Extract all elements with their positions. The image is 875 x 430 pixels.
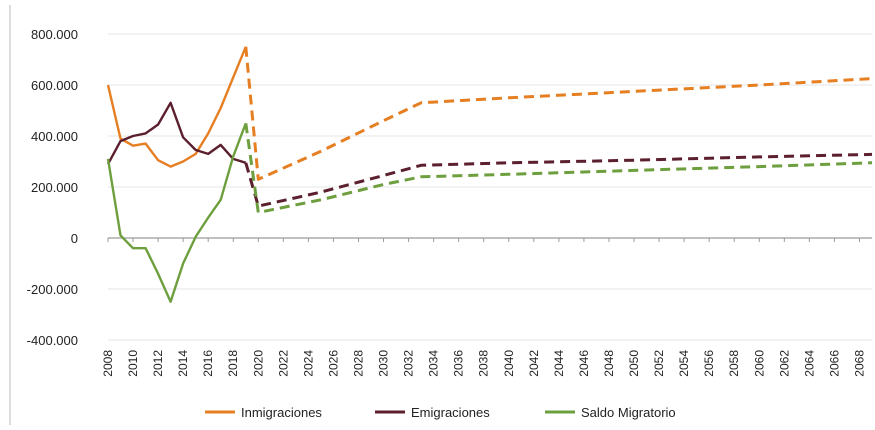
legend: Inmigraciones Emigraciones Saldo Migratori… [205, 405, 676, 420]
y-tick-label: -400.000 [27, 333, 78, 348]
legend-label-inmigraciones: Inmigraciones [241, 405, 322, 420]
y-tick-label: -200.000 [27, 282, 78, 297]
x-tick-label: 2058 [727, 350, 741, 377]
x-tick-label: 2044 [552, 350, 566, 377]
y-tick-label: 200.000 [31, 180, 78, 195]
legend-label-emigraciones: Emigraciones [411, 405, 490, 420]
y-axis-ticks: 800.000 600.000 400.000 200.000 0 -200.000 -40… [27, 27, 78, 348]
x-tick-label: 2010 [126, 350, 140, 377]
series-lines [106, 46, 873, 303]
x-tick-label: 2040 [502, 350, 516, 377]
x-tick-label: 2032 [402, 350, 416, 377]
x-tick-label: 2050 [627, 350, 641, 377]
y-tick-label: 400.000 [31, 129, 78, 144]
y-tick-label: 800.000 [31, 27, 78, 42]
x-tick-label: 2016 [201, 350, 215, 377]
x-tick-label: 2028 [351, 350, 365, 377]
x-tick-label: 2042 [527, 350, 541, 377]
saldo-migratorio-observed-line [106, 122, 247, 303]
x-tick-label: 2068 [852, 350, 866, 377]
x-tick-label: 2046 [577, 350, 591, 377]
y-tick-label: 600.000 [31, 78, 78, 93]
x-tick-label: 2020 [251, 350, 265, 377]
x-tick-label: 2060 [752, 350, 766, 377]
x-tick-label: 2034 [427, 350, 441, 377]
x-tick-label: 2014 [176, 350, 190, 377]
gridlines [108, 33, 872, 341]
inmigraciones-observed-line [106, 46, 247, 168]
inmigraciones-projected-line [244, 46, 873, 181]
y-tick-label: 0 [71, 231, 78, 246]
x-tick-label: 2054 [677, 350, 691, 377]
saldo-migratorio-projected-line [244, 123, 873, 214]
x-tick-label: 2064 [802, 350, 816, 377]
x-tick-label: 2038 [477, 350, 491, 377]
x-tick-label: 2066 [827, 350, 841, 377]
x-tick-label: 2008 [101, 350, 115, 377]
x-tick-label: 2022 [276, 350, 290, 377]
x-tick-label: 2030 [377, 350, 391, 377]
x-tick-label: 2012 [151, 350, 165, 377]
x-tick-label: 2024 [301, 350, 315, 377]
x-tick-label: 2048 [602, 350, 616, 377]
x-tick-label: 2036 [452, 350, 466, 377]
x-axis-ticks: 2008 2010 2012 2014 2016 2018 2020 2022 2024 2026… [101, 238, 866, 377]
emigraciones-projected-line [244, 152, 873, 208]
legend-label-saldo-migratorio: Saldo Migratorio [581, 405, 676, 420]
emigraciones-observed-line [106, 101, 247, 165]
x-tick-label: 2026 [326, 350, 340, 377]
x-tick-label: 2056 [702, 350, 716, 377]
x-tick-label: 2018 [226, 350, 240, 377]
x-tick-label: 2062 [777, 350, 791, 377]
x-tick-label: 2052 [652, 350, 666, 377]
